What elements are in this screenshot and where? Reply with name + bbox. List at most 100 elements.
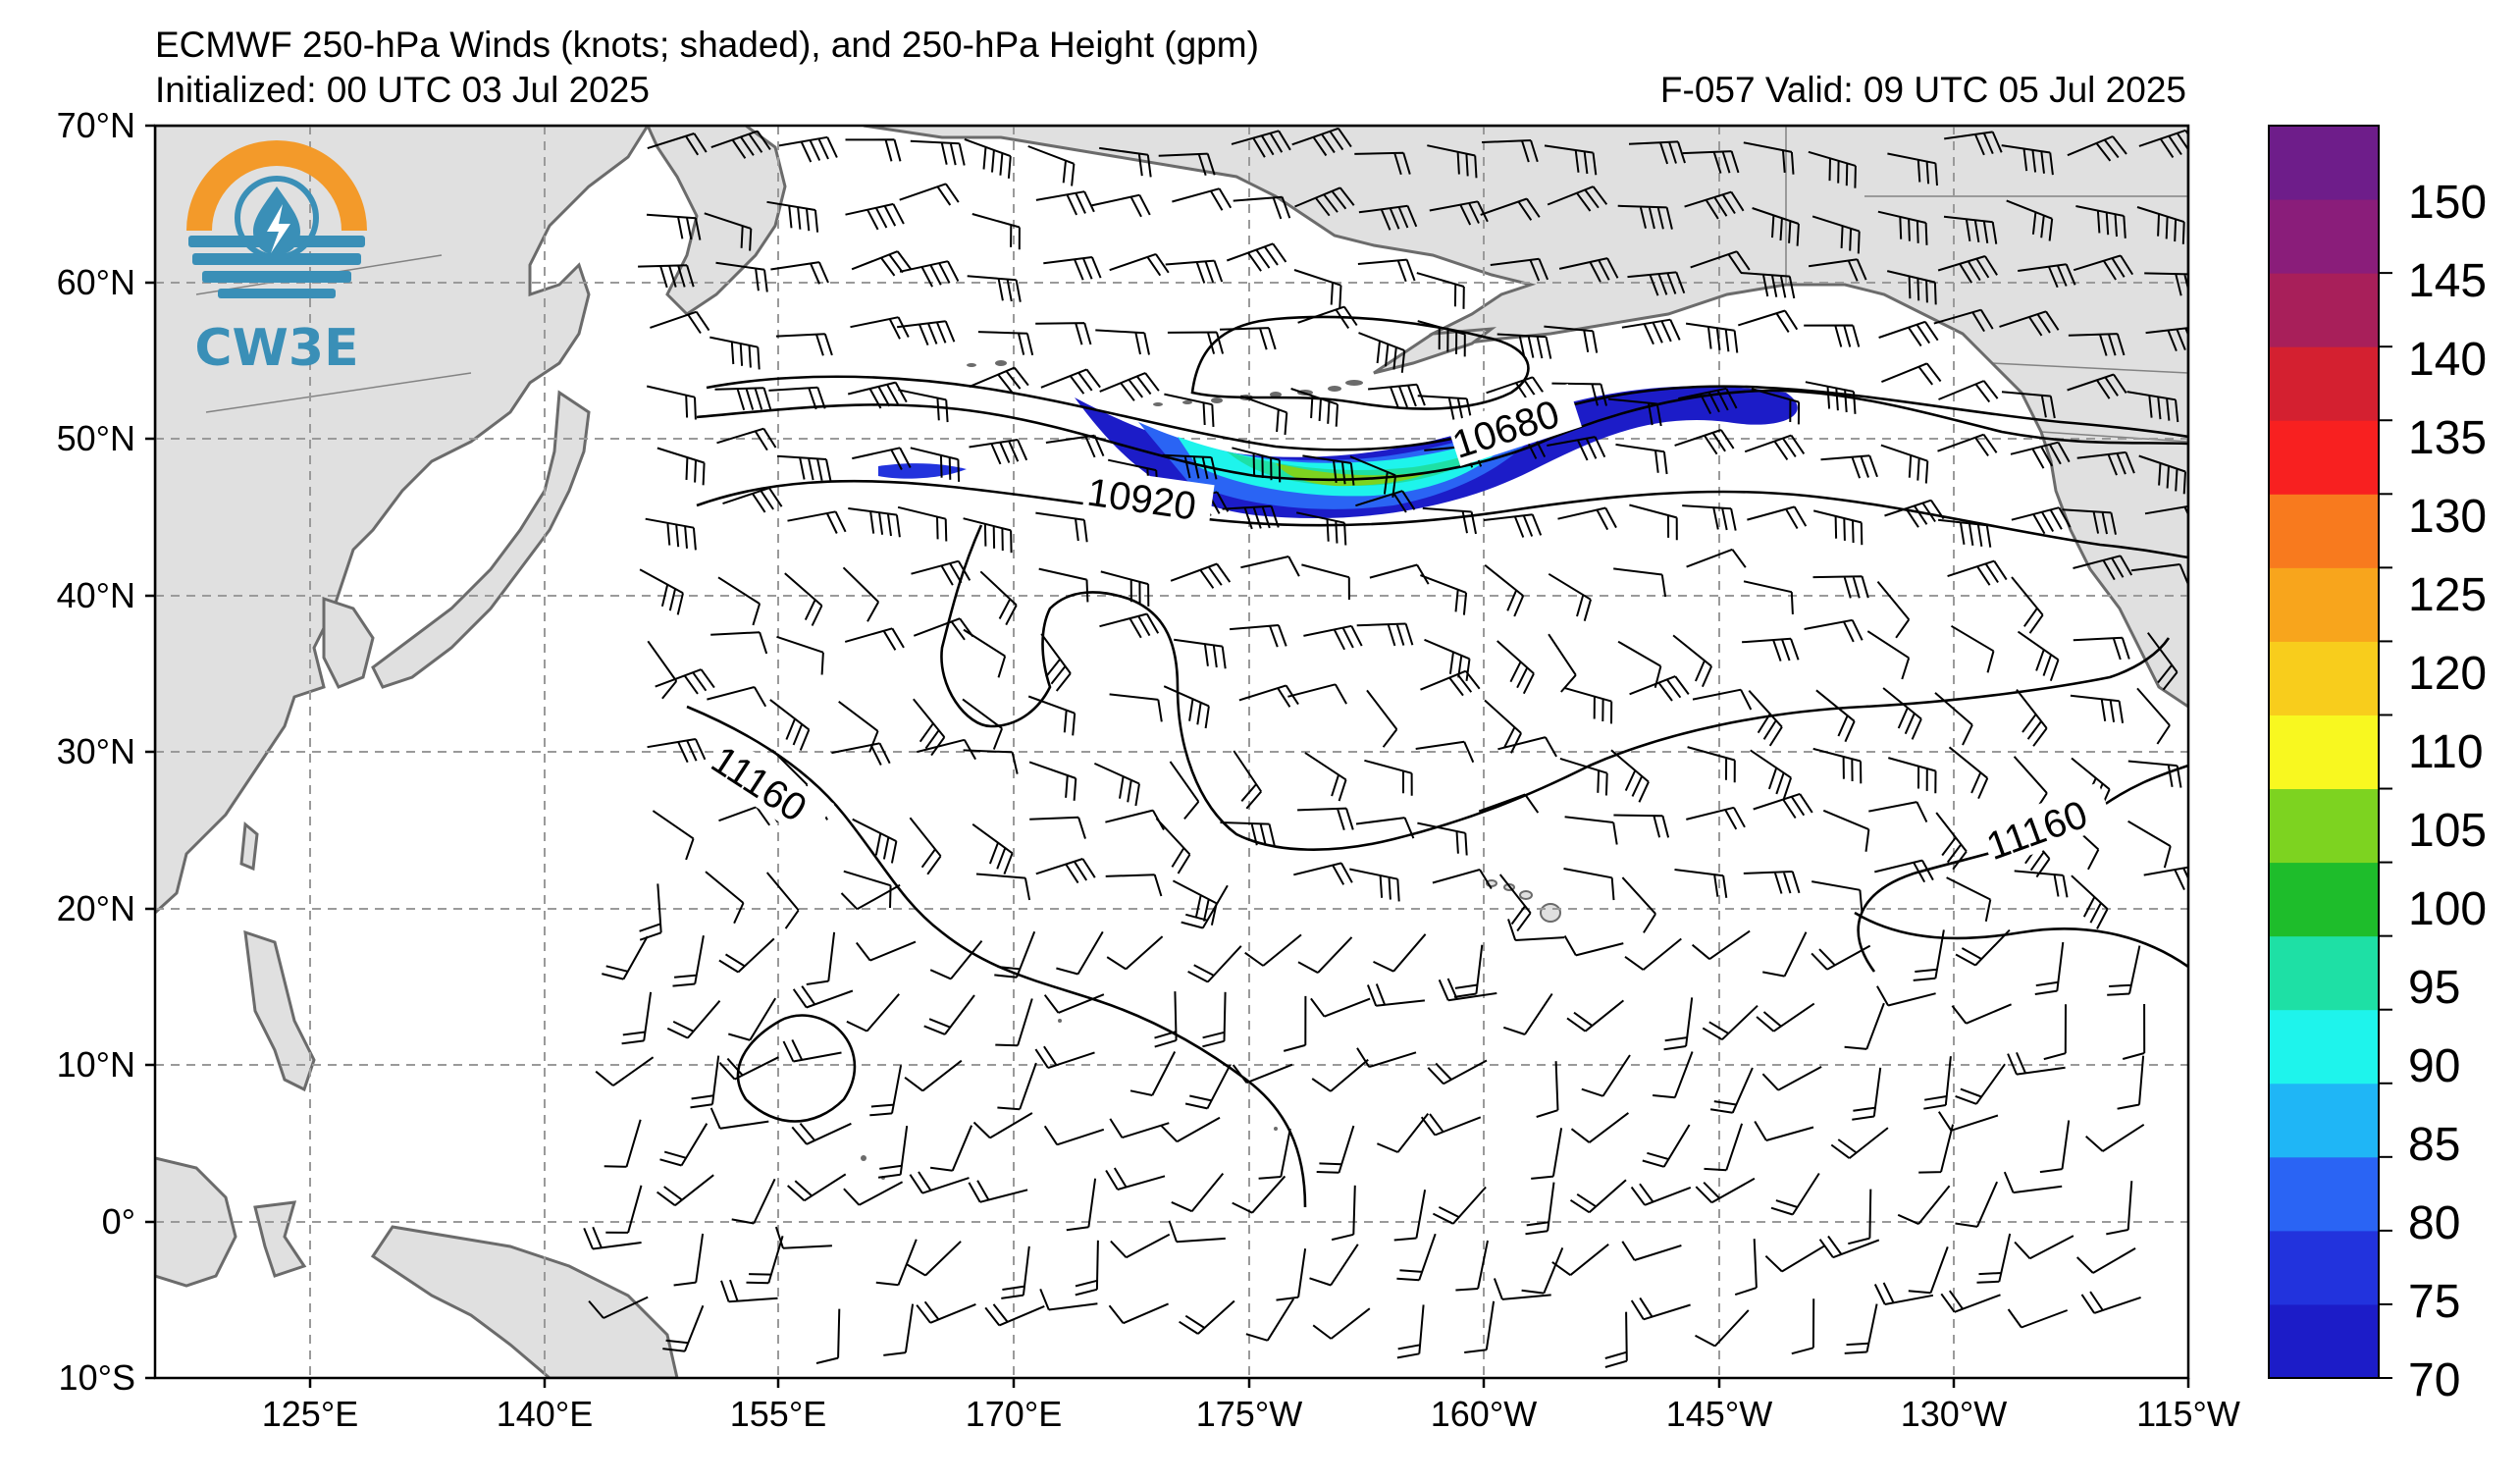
wind-barb [1630, 1297, 1691, 1321]
wind-barb [1093, 762, 1140, 807]
wind-barb [1624, 937, 1682, 971]
wind-barb [1948, 746, 1989, 800]
wind-barb [1999, 310, 2060, 337]
wind-barb [1043, 993, 1105, 1014]
wind-barb [815, 1308, 841, 1364]
wind-barb [1866, 630, 1911, 680]
wind-barb [2003, 1171, 2063, 1194]
colorbar-segment [2269, 1303, 2379, 1379]
wind-barb [1604, 1311, 1628, 1368]
lon-label-130w: 130°W [1900, 1394, 2008, 1434]
wind-barb [1938, 380, 1999, 403]
wind-barb [1820, 454, 1878, 479]
wind-barb [831, 742, 891, 766]
wind-barb [1039, 1289, 1098, 1311]
colorbar-label-90: 90 [2408, 1040, 2461, 1092]
logo-bolt-icon [267, 204, 290, 253]
wind-barb [1628, 140, 1686, 165]
wind-barb [910, 139, 966, 166]
wind-barb [1486, 376, 1547, 402]
colorbar-label-75: 75 [2408, 1276, 2461, 1328]
wind-barb [1169, 761, 1200, 821]
wind-barb [1294, 186, 1355, 217]
wind-barb [1551, 1244, 1609, 1277]
wind-barb [2067, 135, 2127, 162]
wind-barb [1876, 985, 1936, 1007]
wind-barb [1536, 1061, 1559, 1118]
taiwan [239, 821, 259, 872]
kamchatka [646, 126, 787, 316]
wind-barb [652, 810, 695, 861]
wind-barb [2143, 866, 2188, 891]
wind-barb [656, 1174, 714, 1207]
wind-barb [2016, 688, 2048, 747]
wind-barb [605, 1185, 643, 1234]
wind-barb [1493, 1278, 1551, 1300]
wind-barb [673, 1233, 705, 1287]
colorbar-segment [2269, 420, 2379, 495]
wind-barb [963, 517, 1013, 554]
colorbar-label-135: 135 [2408, 412, 2488, 464]
wind-barb [1738, 309, 1799, 333]
wind-barb [1940, 1290, 2001, 1313]
wind-barb [1258, 1128, 1291, 1180]
wind-barb [2071, 757, 2111, 811]
wind-barb [852, 447, 912, 470]
wind-barb [2014, 1235, 2074, 1260]
wind-barb [746, 1236, 784, 1285]
wind-barb [1559, 757, 1608, 796]
wind-barb [1695, 1177, 1756, 1204]
colorbar-segment [2269, 126, 2379, 200]
wind-barb [1309, 1244, 1359, 1287]
wind-barb [1035, 858, 1096, 884]
wind-barb [2085, 1123, 2145, 1152]
wind-barb [1496, 333, 1552, 359]
wind-barb [1358, 332, 1406, 373]
wind-barb [1368, 383, 1426, 409]
lon-label-115w: 115°W [2136, 1394, 2240, 1434]
wind-barb [1417, 320, 1466, 357]
wind-barb [840, 883, 901, 911]
wind-barb [1908, 1246, 1949, 1295]
wind-barb [2080, 1291, 2141, 1314]
lon-label-140e: 140°E [496, 1394, 594, 1434]
asia-landmass [155, 126, 650, 916]
wind-barb [718, 1056, 779, 1081]
wind-barb [2075, 205, 2126, 238]
wind-barb [1933, 308, 1994, 333]
wind-barb [1937, 1111, 1999, 1132]
wind-barb [1311, 1058, 1369, 1092]
wind-barb [838, 701, 879, 753]
wind-barb [1955, 928, 2011, 967]
colorbar-label-95: 95 [2408, 962, 2461, 1014]
wind-barb [1747, 505, 1808, 530]
wind-barb [904, 1059, 963, 1092]
wind-barb [2075, 1247, 2136, 1274]
wind-barb [1812, 575, 1869, 599]
colorbar-label-110: 110 [2408, 726, 2484, 778]
wind-barb [969, 439, 1028, 465]
wind-barb [1160, 1116, 1221, 1143]
wind-barb [1043, 1125, 1105, 1146]
wind-barb [2034, 941, 2065, 995]
wind-barb [1040, 633, 1072, 692]
wind-barb [782, 1038, 842, 1063]
wind-barb [774, 1226, 832, 1249]
wind-barb [1830, 1127, 1889, 1159]
wind-barb [710, 130, 771, 159]
wind-barb [646, 213, 702, 240]
wind-barb [1753, 792, 1813, 820]
wind-barb [1373, 933, 1427, 973]
wind-barb [1181, 884, 1229, 929]
wind-barb [1610, 749, 1650, 803]
wind-barb [704, 212, 753, 251]
wind-barb [1222, 504, 1280, 530]
wind-barb [2017, 630, 2060, 682]
wind-barb [1558, 257, 1619, 283]
wind-barb [1109, 1118, 1170, 1139]
lon-label-155e: 155°E [729, 1394, 827, 1434]
wind-barb [2138, 454, 2186, 495]
colorbar-frame [2268, 125, 2380, 1379]
lon-label-170e: 170°E [965, 1394, 1063, 1434]
wind-barb [784, 572, 823, 626]
